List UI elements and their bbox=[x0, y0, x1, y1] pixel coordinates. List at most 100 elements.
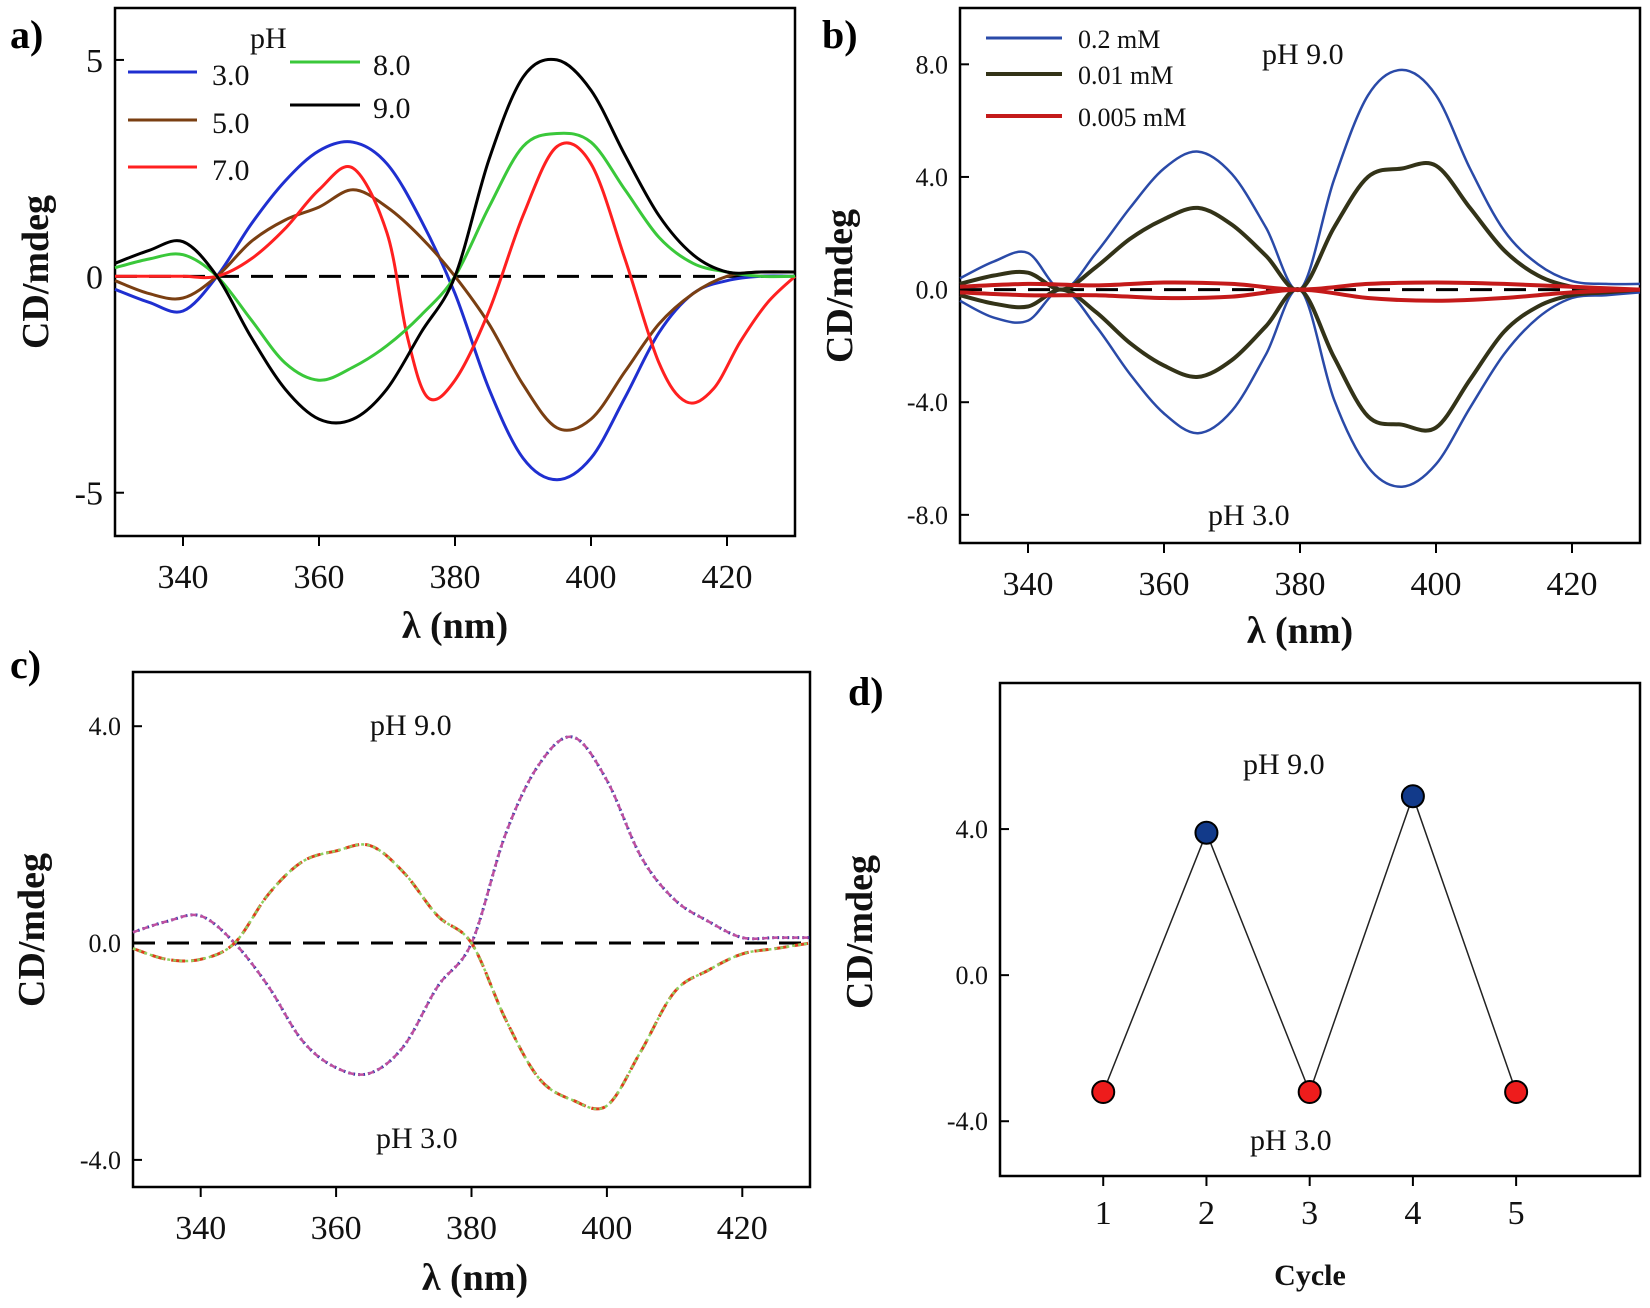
y-tick-label: 0 bbox=[86, 259, 103, 296]
cycle-point-2 bbox=[1194, 820, 1219, 845]
panel-d-annotation-ph9: pH 9.0 bbox=[1243, 748, 1325, 781]
panel-c-ylabel: CD/mdeg bbox=[11, 853, 53, 1007]
legend-label: 0.2 mM bbox=[1078, 25, 1160, 54]
panel-b-xlabel: λ (nm) bbox=[1247, 610, 1353, 652]
series-line-4 bbox=[132, 843, 811, 1111]
panel-b-annotation-ph3: pH 3.0 bbox=[1208, 499, 1290, 532]
x-tick-label: 360 bbox=[294, 559, 345, 596]
panel-a-label: a) bbox=[10, 12, 43, 57]
panel-d-ylabel: CD/mdeg bbox=[839, 855, 881, 1009]
panel-d-xlabel: Cycle bbox=[1274, 1259, 1346, 1292]
panel-d-frame bbox=[998, 681, 1642, 1178]
series-line-2 bbox=[132, 735, 810, 1076]
panel-a-legend: pH 3.0 5.0 7.0 8.0 9.0 bbox=[128, 22, 411, 187]
panel-c-label: c) bbox=[10, 642, 41, 687]
x-tick-label: 400 bbox=[566, 559, 617, 596]
y-tick-label: -4.0 bbox=[947, 1107, 988, 1136]
y-tick-label: 0.0 bbox=[89, 929, 122, 958]
x-tick-label: 420 bbox=[717, 1210, 768, 1247]
x-tick-label: 3 bbox=[1301, 1195, 1318, 1232]
panel-b-series bbox=[959, 68, 1641, 488]
panel-b: b) 8.0 4.0 0.0 -4.0 -8.0 340 360 380 400 420 CD/… bbox=[819, 6, 1642, 652]
panel-d-annotation-ph3: pH 3.0 bbox=[1250, 1124, 1332, 1157]
panel-c: c) 4.0 0.0 -4.0 340 360 380 400 420 CD/mdeg λ … bbox=[10, 642, 812, 1299]
panel-a: a) 5 0 -5 340 360 380 400 420 CD/mdeg λ (nm) p… bbox=[10, 6, 797, 647]
x-tick-label: 4 bbox=[1404, 1195, 1421, 1232]
series-line-2 bbox=[114, 188, 796, 432]
panel-a-ylabel: CD/mdeg bbox=[15, 195, 57, 349]
cycle-point-3 bbox=[1297, 1080, 1322, 1105]
series-line-5 bbox=[114, 57, 795, 425]
series-line-3 bbox=[959, 161, 1641, 292]
panel-d-series bbox=[1091, 784, 1529, 1105]
x-tick-label: 420 bbox=[702, 559, 753, 596]
panel-b-x-ticks: 340 360 380 400 420 bbox=[1003, 543, 1598, 603]
y-tick-label: 8.0 bbox=[916, 50, 949, 79]
x-tick-label: 360 bbox=[1139, 566, 1190, 603]
panel-b-ylabel: CD/mdeg bbox=[819, 209, 861, 363]
panel-c-xlabel: λ (nm) bbox=[422, 1257, 528, 1299]
panel-c-series bbox=[132, 735, 811, 1111]
series-line-6 bbox=[959, 287, 1641, 303]
legend-label: 9.0 bbox=[373, 92, 411, 125]
series-line-2 bbox=[959, 287, 1641, 488]
panel-c-annotation-ph3: pH 3.0 bbox=[376, 1122, 458, 1155]
x-tick-label: 5 bbox=[1508, 1195, 1525, 1232]
cycle-point-5 bbox=[1504, 1080, 1529, 1105]
panel-b-label: b) bbox=[822, 12, 858, 57]
panel-b-annotation-ph9: pH 9.0 bbox=[1262, 38, 1344, 71]
series-line-1 bbox=[114, 140, 796, 482]
x-tick-label: 340 bbox=[175, 1210, 226, 1247]
x-tick-label: 420 bbox=[1547, 566, 1598, 603]
x-tick-label: 380 bbox=[1275, 566, 1326, 603]
series-line-1 bbox=[959, 68, 1641, 292]
panel-d: d) 4.0 0.0 -4.0 1 2 3 4 5 CD/mdeg Cycle pH 9.0… bbox=[839, 669, 1642, 1292]
cycle-point-4 bbox=[1400, 784, 1425, 809]
panel-a-series bbox=[114, 57, 797, 482]
x-tick-label: 380 bbox=[430, 559, 481, 596]
cycle-point-1 bbox=[1091, 1080, 1116, 1105]
panel-d-x-ticks: 1 2 3 4 5 bbox=[1095, 1176, 1525, 1232]
panel-b-y-ticks: 8.0 4.0 0.0 -4.0 -8.0 bbox=[907, 50, 969, 530]
legend-label: 3.0 bbox=[212, 59, 250, 92]
panel-d-y-ticks: 4.0 0.0 -4.0 bbox=[947, 815, 1009, 1136]
series-line-3 bbox=[132, 842, 811, 1111]
legend-label: 8.0 bbox=[373, 49, 411, 82]
x-tick-label: 400 bbox=[581, 1210, 632, 1247]
panel-d-label: d) bbox=[848, 669, 884, 714]
panel-a-legend-title: pH bbox=[250, 22, 287, 55]
y-tick-label: -8.0 bbox=[907, 501, 948, 530]
y-tick-label: 5 bbox=[86, 43, 103, 80]
legend-label: 0.005 mM bbox=[1078, 103, 1186, 132]
panel-c-y-ticks: 4.0 0.0 -4.0 bbox=[80, 712, 142, 1175]
y-tick-label: 4.0 bbox=[89, 712, 122, 741]
y-tick-label: -5 bbox=[75, 476, 103, 513]
panel-c-frame bbox=[131, 670, 812, 1189]
y-tick-label: -4.0 bbox=[907, 388, 948, 417]
x-tick-label: 2 bbox=[1198, 1195, 1215, 1232]
x-tick-label: 380 bbox=[446, 1210, 497, 1247]
series-line-3 bbox=[115, 141, 797, 405]
legend-label: 7.0 bbox=[212, 154, 250, 187]
y-tick-label: 0.0 bbox=[956, 961, 989, 990]
cycle-connector-line bbox=[1102, 793, 1517, 1095]
legend-label: 0.01 mM bbox=[1078, 61, 1173, 90]
x-tick-label: 360 bbox=[311, 1210, 362, 1247]
x-tick-label: 400 bbox=[1411, 566, 1462, 603]
y-tick-label: 0.0 bbox=[916, 276, 949, 305]
series-line-4 bbox=[959, 287, 1641, 433]
panel-a-y-ticks: 5 0 -5 bbox=[75, 43, 124, 513]
panel-c-annotation-ph9: pH 9.0 bbox=[370, 709, 452, 742]
y-tick-label: 4.0 bbox=[916, 163, 949, 192]
x-tick-label: 340 bbox=[158, 559, 209, 596]
panel-c-x-ticks: 340 360 380 400 420 bbox=[175, 1187, 768, 1247]
legend-label: 5.0 bbox=[212, 107, 250, 140]
x-tick-label: 340 bbox=[1003, 566, 1054, 603]
panel-b-legend: 0.2 mM 0.01 mM 0.005 mM bbox=[986, 25, 1186, 132]
x-tick-label: 1 bbox=[1095, 1195, 1112, 1232]
panel-a-xlabel: λ (nm) bbox=[402, 605, 508, 647]
series-line-1 bbox=[132, 735, 810, 1077]
y-tick-label: -4.0 bbox=[80, 1146, 121, 1175]
panel-a-x-ticks: 340 360 380 400 420 bbox=[158, 536, 753, 596]
